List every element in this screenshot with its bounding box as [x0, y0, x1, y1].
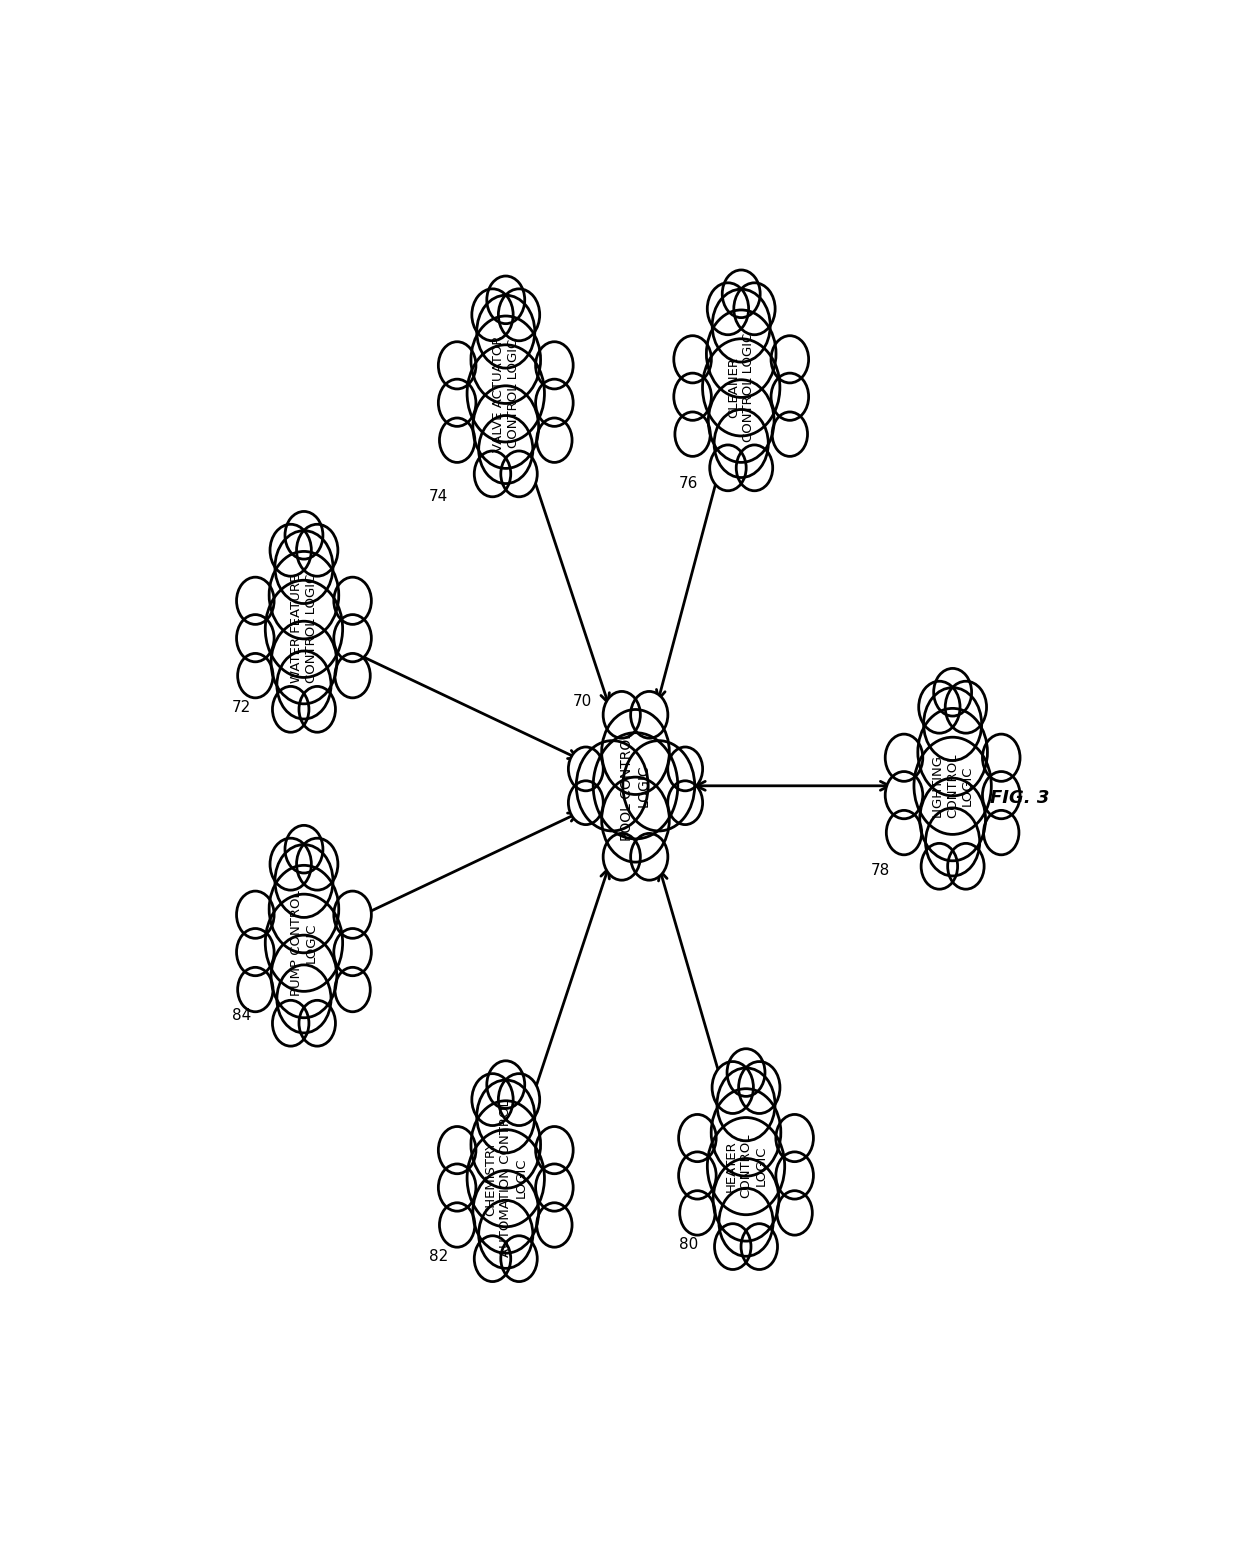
Text: 74: 74	[429, 489, 448, 503]
FancyArrowPatch shape	[534, 481, 609, 702]
FancyArrowPatch shape	[362, 657, 578, 759]
Text: 84: 84	[232, 1008, 252, 1022]
Text: 70: 70	[573, 693, 593, 709]
FancyArrowPatch shape	[697, 781, 889, 790]
Text: 80: 80	[678, 1237, 698, 1253]
Text: CLEANER
CONTROL LOGIC: CLEANER CONTROL LOGIC	[727, 332, 755, 442]
FancyArrowPatch shape	[658, 872, 720, 1076]
Text: PUMP CONTROL
LOGIC: PUMP CONTROL LOGIC	[290, 891, 317, 996]
Text: 82: 82	[429, 1250, 448, 1264]
Text: VALVE ACTUATOR
CONTROL LOGIC: VALVE ACTUATOR CONTROL LOGIC	[492, 336, 520, 452]
Text: HEATER
CONTROL
LOGIC: HEATER CONTROL LOGIC	[724, 1134, 768, 1198]
Text: 78: 78	[870, 862, 890, 878]
Text: LIGHTING
CONTROL
LOGIC: LIGHTING CONTROL LOGIC	[931, 754, 975, 818]
Text: WATER FEATURE
CONTROL LOGIC: WATER FEATURE CONTROL LOGIC	[290, 574, 317, 684]
FancyArrowPatch shape	[534, 869, 609, 1091]
Text: 76: 76	[678, 477, 698, 491]
Text: FIG. 3: FIG. 3	[991, 789, 1049, 808]
FancyArrowPatch shape	[656, 478, 717, 699]
Text: POOL CONTROL
LOGIC: POOL CONTROL LOGIC	[620, 731, 651, 840]
Text: CHEMISTRY
AUTOMATION CONTROL
LOGIC: CHEMISTRY AUTOMATION CONTROL LOGIC	[485, 1099, 527, 1258]
FancyArrowPatch shape	[362, 814, 578, 916]
Text: 72: 72	[232, 699, 252, 715]
